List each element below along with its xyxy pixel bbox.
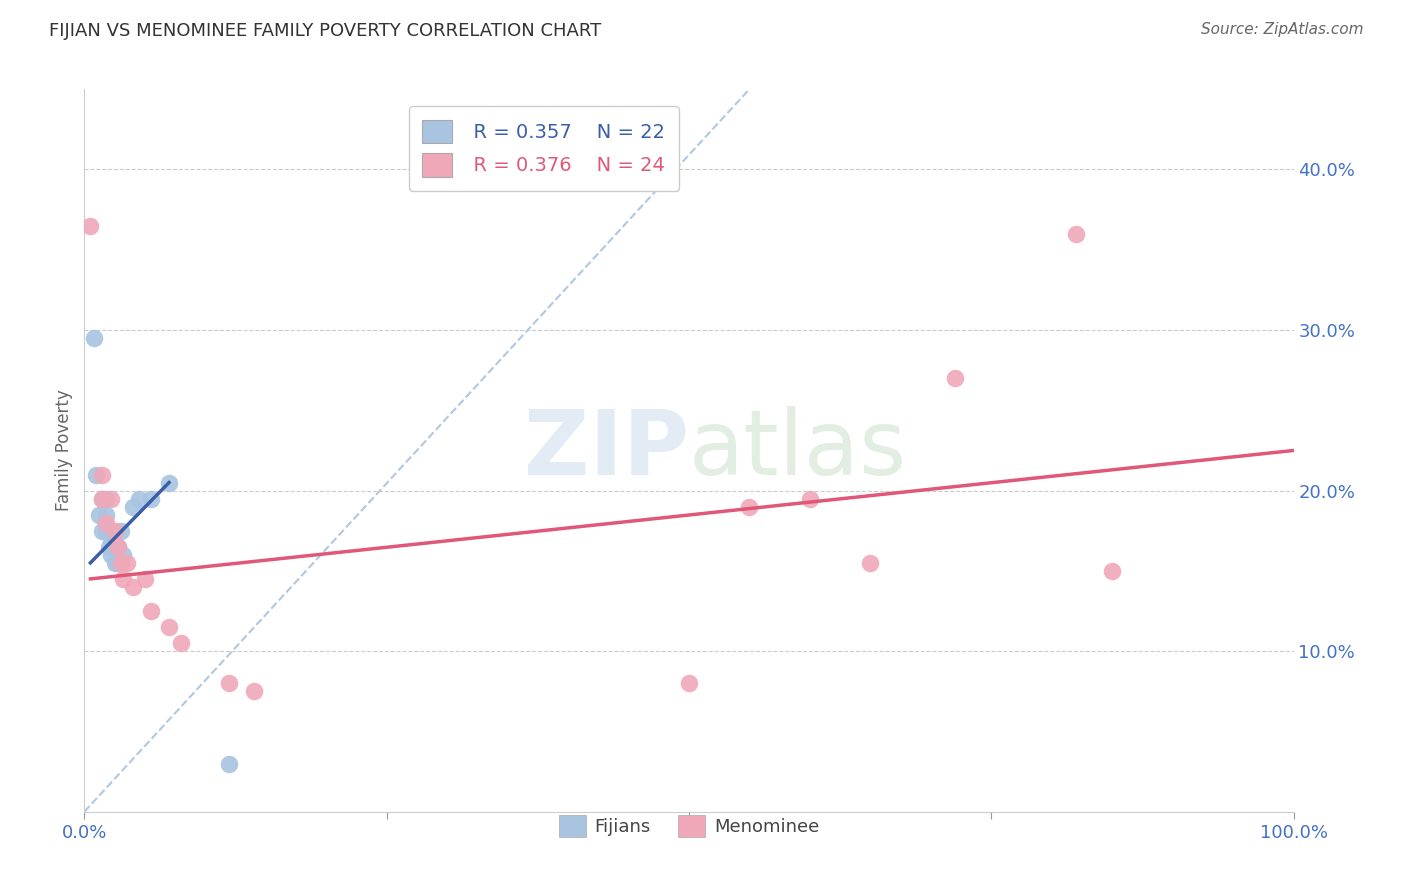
Point — [86, 467, 108, 482]
Point — [94, 524, 117, 538]
Point — [91, 491, 114, 506]
Point — [218, 756, 240, 771]
Point — [115, 556, 138, 570]
Point — [107, 540, 129, 554]
Point — [107, 540, 129, 554]
Point — [97, 540, 120, 554]
Point — [121, 580, 143, 594]
Point — [738, 500, 761, 514]
Point — [678, 676, 700, 690]
Point — [157, 620, 180, 634]
Point — [91, 524, 114, 538]
Point — [110, 524, 132, 538]
Point — [107, 556, 129, 570]
Text: Source: ZipAtlas.com: Source: ZipAtlas.com — [1201, 22, 1364, 37]
Point — [87, 508, 110, 522]
Point — [170, 636, 193, 650]
Point — [242, 684, 264, 698]
Text: atlas: atlas — [689, 407, 907, 494]
Point — [100, 491, 122, 506]
Point — [128, 491, 150, 506]
Point — [100, 532, 122, 546]
Legend:   R = 0.357    N = 22,   R = 0.376    N = 24: R = 0.357 N = 22, R = 0.376 N = 24 — [409, 106, 679, 191]
Point — [100, 548, 122, 562]
Point — [121, 500, 143, 514]
Point — [91, 467, 114, 482]
Point — [83, 331, 105, 345]
Text: FIJIAN VS MENOMINEE FAMILY POVERTY CORRELATION CHART: FIJIAN VS MENOMINEE FAMILY POVERTY CORRE… — [49, 22, 602, 40]
Point — [104, 540, 127, 554]
Point — [112, 548, 135, 562]
Point — [104, 556, 127, 570]
Point — [859, 556, 882, 570]
Point — [94, 491, 117, 506]
Point — [104, 524, 127, 538]
Point — [799, 491, 821, 506]
Point — [1064, 227, 1087, 241]
Y-axis label: Family Poverty: Family Poverty — [55, 390, 73, 511]
Point — [94, 508, 117, 522]
Point — [134, 572, 156, 586]
Point — [139, 604, 162, 618]
Point — [943, 371, 966, 385]
Point — [79, 219, 101, 233]
Point — [157, 475, 180, 490]
Point — [139, 491, 162, 506]
Point — [94, 516, 117, 530]
Point — [110, 556, 132, 570]
Point — [112, 572, 135, 586]
Text: ZIP: ZIP — [524, 407, 689, 494]
Point — [218, 676, 240, 690]
Point — [1101, 564, 1123, 578]
Point — [91, 491, 114, 506]
